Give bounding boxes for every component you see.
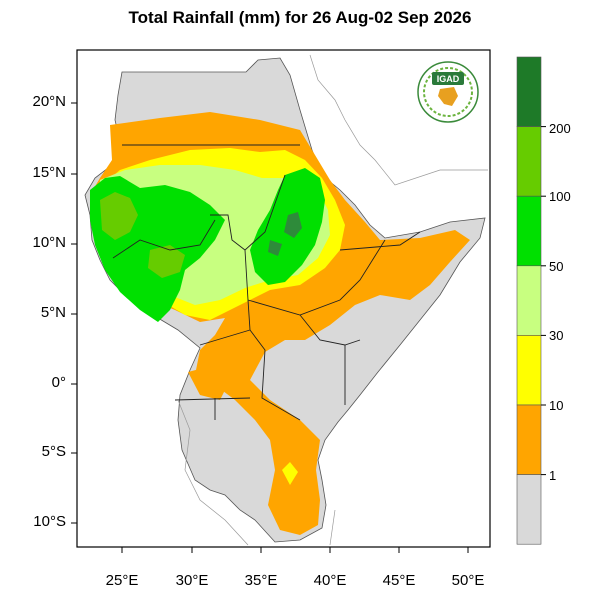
colorbar-label-200: 200	[549, 121, 571, 136]
colorbar	[516, 56, 546, 545]
map-title: Total Rainfall (mm) for 26 Aug-02 Sep 20…	[128, 8, 472, 27]
colorbar-swatch-1	[516, 126, 542, 197]
lat-label-5n: 5°N	[40, 304, 66, 321]
lon-label-50e: 50°E	[451, 572, 485, 589]
colorbar-label-30: 30	[549, 328, 564, 343]
lon-ticks	[121, 547, 469, 553]
lat-label-20n: 20°N	[32, 93, 66, 110]
lon-label-40e: 40°E	[313, 572, 347, 589]
rain-zone-yellow-south	[282, 462, 298, 485]
colorbar-swatch-4	[516, 335, 542, 406]
rain-zone-mid-green-1	[100, 192, 138, 240]
colorbar-swatch-5	[516, 404, 542, 475]
lat-ticks	[71, 102, 77, 524]
rain-zone-dark-green-1	[284, 212, 302, 238]
colorbar-label-1: 1	[549, 468, 557, 483]
lon-label-30e: 30°E	[175, 572, 209, 589]
neighbour-outlines	[177, 54, 488, 546]
lat-label-10n: 10°N	[32, 234, 66, 251]
lat-label-5s: 5°S	[41, 443, 66, 460]
rain-zone-orange-south	[188, 365, 230, 400]
colorbar-swatch-3	[516, 265, 542, 336]
lon-label-35e: 35°E	[244, 572, 278, 589]
colorbar-swatch-0	[516, 56, 542, 127]
rain-zone-mid-green-2	[148, 245, 185, 278]
logo-text: IGAD	[437, 74, 460, 84]
country-borders	[112, 144, 421, 421]
colorbar-label-50: 50	[549, 259, 564, 274]
lat-label-15n: 15°N	[32, 164, 66, 181]
lon-label-45e: 45°E	[382, 572, 416, 589]
lon-label-25e: 25°E	[105, 572, 139, 589]
colorbar-swatch-2	[516, 195, 542, 267]
rain-zone-dark-green-2	[268, 240, 282, 256]
colorbar-label-100: 100	[549, 189, 571, 204]
colorbar-label-10: 10	[549, 398, 564, 413]
igad-logo: IGAD	[417, 61, 479, 123]
colorbar-swatch-6	[516, 474, 542, 545]
lat-label-0: 0°	[51, 374, 66, 391]
lat-label-10s: 10°S	[33, 513, 66, 530]
